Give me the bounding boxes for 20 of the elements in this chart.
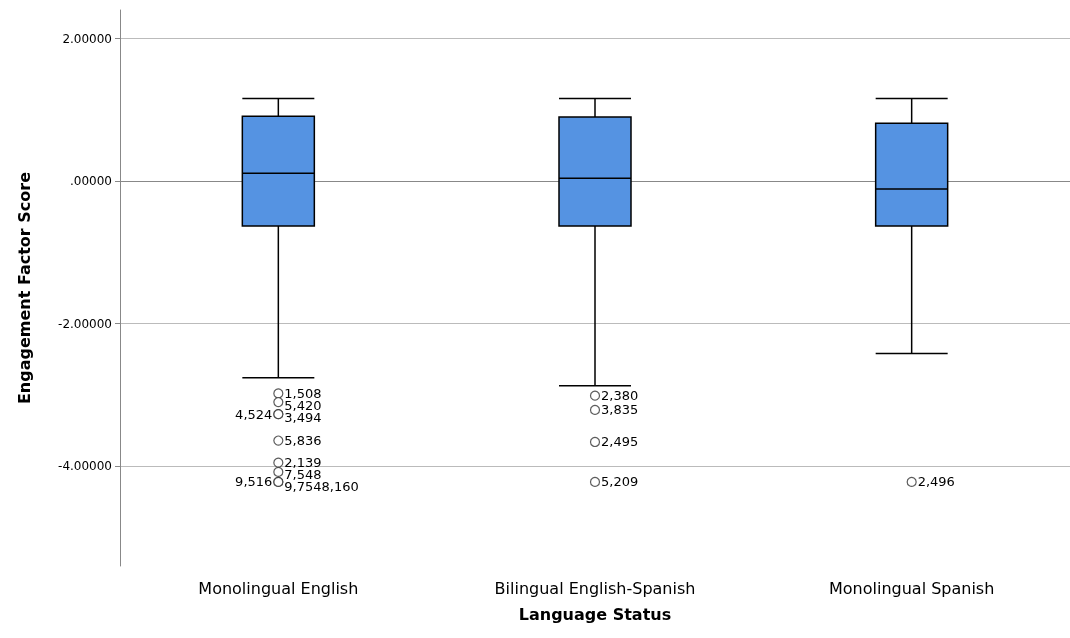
annotation: 3,835 — [601, 402, 639, 418]
annotation: 2,496 — [917, 474, 955, 490]
annotation: 5,836 — [284, 433, 322, 449]
y-tick-label: 2.00000 — [62, 31, 112, 46]
annotation: 4,524 — [235, 406, 273, 422]
annotation: 2,380 — [601, 388, 639, 404]
annotation: 1,508 — [284, 386, 322, 401]
annotation: 5,420 — [284, 398, 322, 413]
x-tick-label: Monolingual English — [198, 578, 359, 598]
y-tick-label: -4.00000 — [58, 459, 112, 474]
y-tick-label: .00000 — [70, 174, 112, 189]
annotation: 5,209 — [601, 474, 639, 490]
annotation: 9,516 — [235, 474, 273, 490]
annotation: 3,494 — [284, 410, 322, 425]
y-axis-title: Engagement Factor Score — [14, 171, 34, 405]
annotation: 2,495 — [601, 434, 639, 450]
x-tick-label: Monolingual Spanish — [828, 578, 995, 598]
x-axis-title: Language Status — [518, 604, 672, 624]
y-tick-label: -2.00000 — [58, 316, 112, 331]
x-tick-label: Bilingual English-Spanish — [494, 578, 696, 598]
